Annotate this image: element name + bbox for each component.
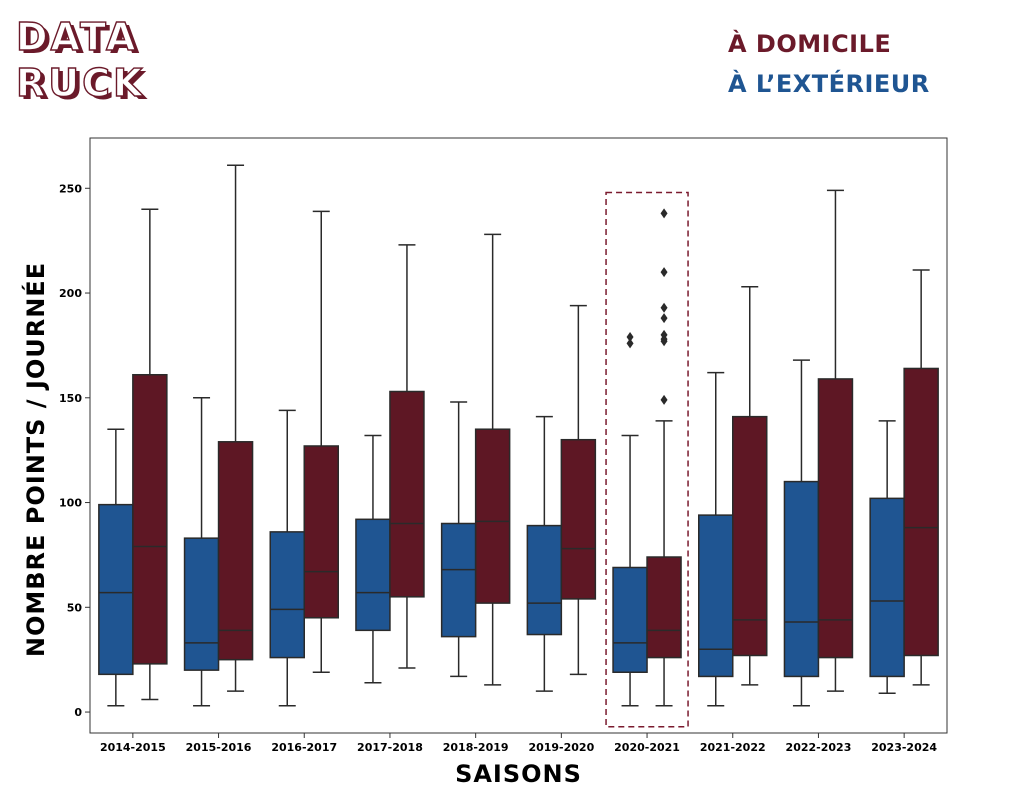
box-home-2016-2017 <box>303 445 339 619</box>
x-tick-label: 2019-2020 <box>528 741 594 754</box>
box-home-2015-2016 <box>217 441 254 661</box>
outlier-point <box>660 302 668 313</box>
x-tick-label: 2023-2024 <box>871 741 937 754</box>
y-tick-label: 150 <box>59 392 82 405</box>
box-home-2018-2019 <box>474 428 511 604</box>
box-away-2019-2020 <box>526 524 563 636</box>
logo-line-1: DATA <box>15 14 139 59</box>
box-home-2017-2018 <box>389 390 425 598</box>
box-away-2020-2021 <box>612 566 648 673</box>
legend-item-home: À DOMICILE <box>728 30 892 58</box>
x-tick-label: 2022-2023 <box>786 741 852 754</box>
outlier-point <box>660 208 668 219</box>
y-tick-label: 100 <box>59 497 82 510</box>
box-away-2022-2023 <box>783 480 820 678</box>
outlier-point <box>660 329 668 340</box>
x-tick-label: 2021-2022 <box>700 741 766 754</box>
chart-legend: À DOMICILE À L’EXTÉRIEUR <box>728 24 930 104</box>
x-tick-label: 2016-2017 <box>271 741 337 754</box>
box-home-2020-2021 <box>646 556 682 659</box>
y-axis-title: NOMBRE POINTS / JOURNÉE <box>21 262 50 657</box>
brand-logo: DATA RUCK <box>15 14 146 106</box>
box-away-2014-2015 <box>98 503 134 676</box>
box-home-2019-2020 <box>560 438 597 600</box>
box-away-2021-2022 <box>698 514 734 678</box>
x-tick-label: 2018-2019 <box>443 741 509 754</box>
x-tick-label: 2017-2018 <box>357 741 423 754</box>
box-home-2021-2022 <box>732 415 768 657</box>
y-tick-label: 250 <box>59 182 82 195</box>
box-away-2018-2019 <box>440 522 477 638</box>
box-away-2016-2017 <box>269 531 305 659</box>
box-away-2015-2016 <box>183 537 220 671</box>
outlier-point <box>626 338 634 349</box>
box-away-2017-2018 <box>355 518 391 632</box>
y-tick-label: 200 <box>59 287 82 300</box>
y-tick-label: 50 <box>67 601 83 614</box>
x-tick-label: 2015-2016 <box>186 741 252 754</box>
box-home-2022-2023 <box>817 378 854 659</box>
outlier-point <box>660 267 668 278</box>
outlier-point <box>626 332 634 343</box>
box-home-2014-2015 <box>132 373 168 665</box>
box-away-2023-2024 <box>869 497 905 678</box>
outlier-point <box>660 394 668 405</box>
x-tick-label: 2020-2021 <box>614 741 680 754</box>
legend-item-away: À L’EXTÉRIEUR <box>728 70 930 98</box>
outlier-point <box>660 313 668 324</box>
x-axis-title: SAISONS <box>455 760 582 788</box>
x-tick-label: 2014-2015 <box>100 741 166 754</box>
highlight-season-box <box>605 191 689 728</box>
logo-line-2: RUCK <box>15 60 146 105</box>
box-home-2023-2024 <box>903 367 939 657</box>
y-tick-label: 0 <box>74 706 82 719</box>
